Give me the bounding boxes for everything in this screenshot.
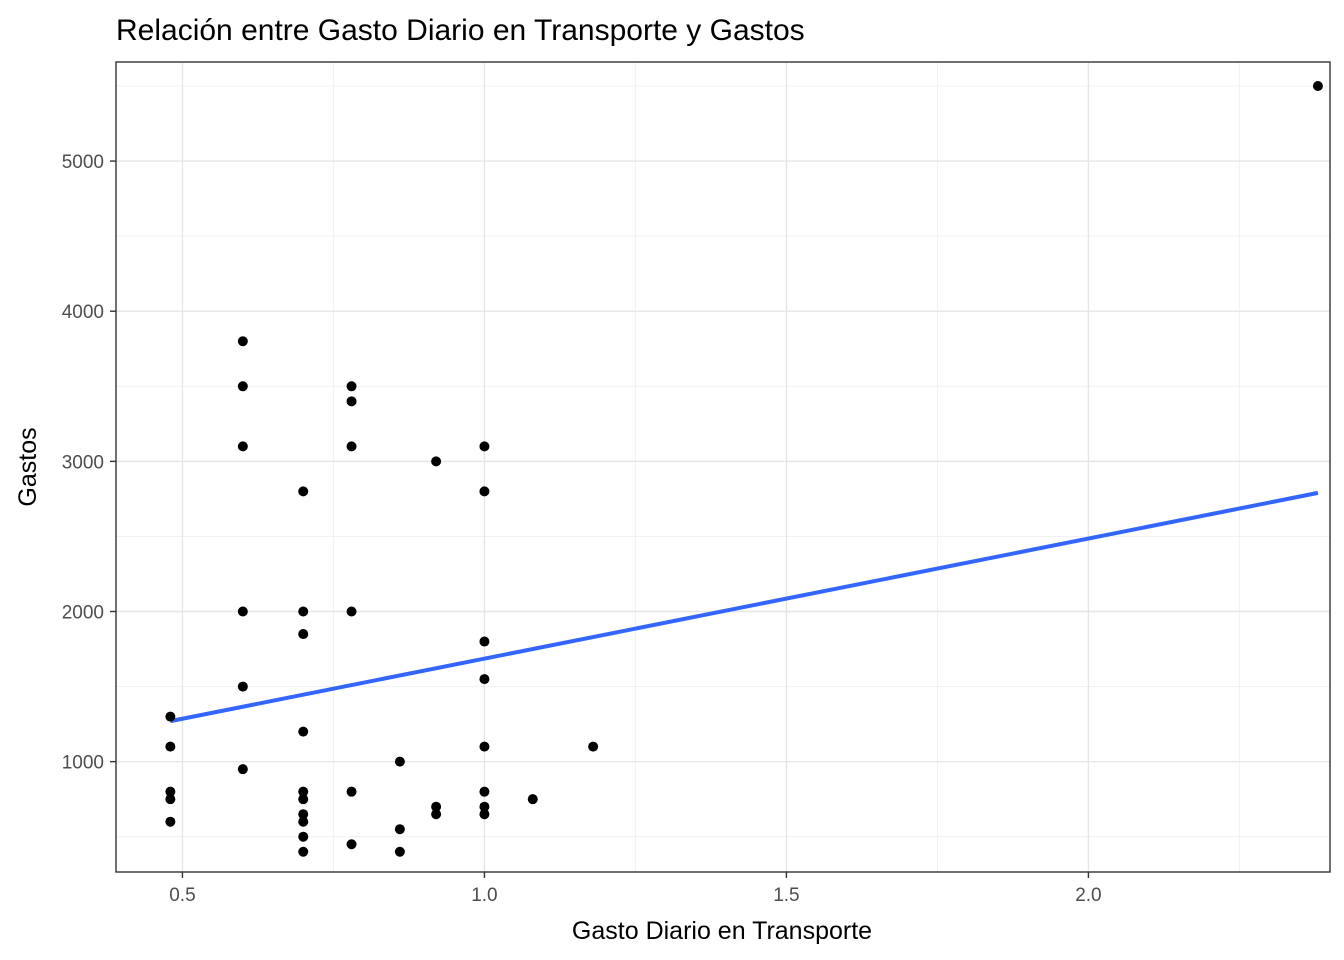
data-point xyxy=(479,486,490,497)
data-point xyxy=(527,794,538,805)
data-point xyxy=(165,794,176,805)
data-point xyxy=(346,786,357,797)
data-point xyxy=(479,786,490,797)
data-point xyxy=(346,381,357,392)
y-tick-label: 5000 xyxy=(62,152,104,173)
data-point xyxy=(165,741,176,752)
data-point xyxy=(237,381,248,392)
plot-panel-border xyxy=(115,61,1331,873)
data-point xyxy=(165,786,176,797)
data-point xyxy=(298,831,309,842)
data-point xyxy=(346,441,357,452)
y-axis-label: Gastos xyxy=(14,427,42,506)
data-point xyxy=(298,629,309,640)
trend-line-layer xyxy=(169,490,1319,724)
data-point xyxy=(298,606,309,617)
data-point xyxy=(237,336,248,347)
data-point xyxy=(298,794,309,805)
data-point xyxy=(394,846,405,857)
data-point xyxy=(298,816,309,827)
data-point xyxy=(346,606,357,617)
data-point xyxy=(479,636,490,647)
data-point xyxy=(479,441,490,452)
x-axis-label: Gasto Diario en Transporte xyxy=(572,917,872,945)
data-point xyxy=(431,809,442,820)
x-tick-label: 0.5 xyxy=(169,885,195,906)
trend-line xyxy=(169,490,1319,724)
y-tick-label: 4000 xyxy=(62,302,104,323)
data-point xyxy=(237,441,248,452)
data-point xyxy=(346,396,357,407)
data-point xyxy=(479,674,490,685)
x-tick-label: 2.0 xyxy=(1075,885,1101,906)
data-point xyxy=(479,741,490,752)
y-tick-label: 1000 xyxy=(62,753,104,774)
chart-title: Relación entre Gasto Diario en Transport… xyxy=(116,14,805,47)
data-point xyxy=(298,726,309,737)
data-point xyxy=(237,606,248,617)
data-point xyxy=(431,456,442,467)
data-point xyxy=(479,809,490,820)
x-tick-label: 1.0 xyxy=(471,885,497,906)
data-point xyxy=(237,681,248,692)
x-tick-label: 1.5 xyxy=(773,885,799,906)
major-gridlines xyxy=(116,62,1330,872)
data-point xyxy=(298,846,309,857)
data-point xyxy=(298,809,309,820)
data-point xyxy=(346,839,357,850)
y-tick-label: 2000 xyxy=(62,603,104,624)
minor-gridlines xyxy=(116,62,1330,872)
data-point xyxy=(1312,81,1323,92)
data-point xyxy=(237,764,248,775)
data-point xyxy=(394,824,405,835)
data-point xyxy=(588,741,599,752)
data-point xyxy=(431,801,442,812)
data-point xyxy=(479,801,490,812)
data-point xyxy=(165,816,176,827)
data-point xyxy=(298,486,309,497)
x-axis-ticks: 0.5 1.0 1.5 2.0 xyxy=(169,872,1102,906)
data-point xyxy=(298,786,309,797)
y-tick-label: 3000 xyxy=(62,452,104,473)
data-points xyxy=(165,81,1323,857)
data-point xyxy=(165,711,176,722)
y-axis-ticks: 1000 2000 3000 4000 5000 xyxy=(62,152,116,774)
data-point xyxy=(394,756,405,767)
